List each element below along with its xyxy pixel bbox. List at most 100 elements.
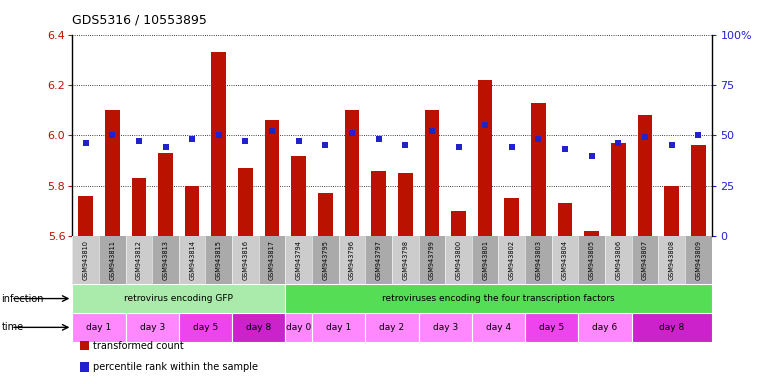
Bar — [285, 313, 312, 342]
Text: time: time — [2, 322, 24, 333]
Point — [240, 138, 252, 144]
Point — [400, 142, 412, 149]
Text: day 6: day 6 — [592, 323, 618, 332]
Text: GSM943807: GSM943807 — [642, 240, 648, 280]
Bar — [185, 186, 199, 236]
Text: GDS5316 / 10553895: GDS5316 / 10553895 — [72, 14, 207, 27]
Text: GSM943812: GSM943812 — [136, 240, 142, 280]
Text: GSM943796: GSM943796 — [349, 240, 355, 280]
Bar — [578, 313, 632, 342]
Text: day 5: day 5 — [539, 323, 565, 332]
Bar — [505, 199, 519, 236]
Text: day 1: day 1 — [326, 323, 352, 332]
Text: GSM943799: GSM943799 — [429, 240, 435, 280]
Bar — [392, 236, 419, 284]
Bar — [664, 186, 679, 236]
Text: GSM943815: GSM943815 — [216, 240, 221, 280]
Text: GSM943811: GSM943811 — [110, 240, 115, 280]
Point — [213, 132, 225, 139]
Text: GSM943794: GSM943794 — [296, 240, 301, 280]
Point — [373, 136, 385, 142]
Bar — [152, 236, 179, 284]
Text: percentile rank within the sample: percentile rank within the sample — [93, 362, 258, 372]
Text: GSM943802: GSM943802 — [509, 240, 514, 280]
Bar — [339, 236, 365, 284]
Bar — [72, 236, 99, 284]
Point — [586, 152, 598, 159]
Text: day 3: day 3 — [432, 323, 458, 332]
Bar — [685, 236, 712, 284]
Bar — [72, 313, 126, 342]
Bar — [371, 170, 386, 236]
Text: day 8: day 8 — [246, 323, 272, 332]
Text: GSM943803: GSM943803 — [536, 240, 541, 280]
Text: day 1: day 1 — [86, 323, 112, 332]
Bar — [445, 236, 472, 284]
Point — [506, 144, 518, 151]
Point — [453, 144, 465, 151]
Point — [320, 142, 332, 149]
Text: GSM943804: GSM943804 — [562, 240, 568, 280]
Bar — [611, 143, 626, 236]
Point — [80, 141, 92, 147]
Bar — [345, 110, 359, 236]
Point — [266, 128, 279, 134]
Bar — [212, 52, 226, 236]
Point — [693, 132, 705, 139]
Bar — [72, 284, 285, 313]
Bar — [419, 313, 472, 342]
Text: GSM943806: GSM943806 — [616, 240, 621, 280]
Point — [479, 122, 492, 128]
Bar — [105, 110, 119, 236]
Bar — [232, 236, 259, 284]
Bar — [285, 236, 312, 284]
Bar — [78, 196, 93, 236]
Text: GSM943816: GSM943816 — [243, 240, 248, 280]
Bar — [451, 211, 466, 236]
Text: day 0: day 0 — [286, 323, 311, 332]
Point — [639, 134, 651, 141]
Text: GSM943805: GSM943805 — [589, 240, 594, 280]
Bar — [525, 236, 552, 284]
Bar — [238, 168, 253, 236]
Bar — [632, 313, 712, 342]
Bar — [99, 236, 126, 284]
Bar — [285, 284, 712, 313]
Bar — [478, 80, 492, 236]
Text: GSM943810: GSM943810 — [83, 240, 88, 280]
Text: GSM943795: GSM943795 — [323, 240, 328, 280]
Text: retroviruses encoding the four transcription factors: retroviruses encoding the four transcrip… — [382, 294, 615, 303]
Text: GSM943817: GSM943817 — [269, 240, 275, 280]
Bar — [498, 236, 525, 284]
Point — [160, 144, 172, 151]
Text: infection: infection — [2, 293, 44, 304]
Bar — [312, 313, 365, 342]
Bar — [126, 313, 179, 342]
Bar — [365, 236, 392, 284]
Bar — [552, 236, 578, 284]
Text: day 2: day 2 — [379, 323, 405, 332]
Bar — [312, 236, 339, 284]
Text: GSM943801: GSM943801 — [482, 240, 488, 280]
Point — [107, 132, 119, 139]
Point — [293, 138, 305, 144]
Text: GSM943797: GSM943797 — [376, 240, 381, 280]
Bar — [318, 193, 333, 236]
Text: GSM943800: GSM943800 — [456, 240, 461, 280]
Point — [533, 136, 545, 142]
Bar — [531, 103, 546, 236]
Bar — [265, 120, 279, 236]
Bar — [472, 313, 525, 342]
Bar — [132, 178, 146, 236]
Bar — [632, 236, 658, 284]
Bar — [158, 153, 173, 236]
Text: day 4: day 4 — [486, 323, 511, 332]
Point — [559, 146, 571, 152]
Bar — [419, 236, 445, 284]
Bar — [558, 204, 572, 236]
Bar — [179, 236, 205, 284]
Point — [133, 138, 145, 144]
Bar — [638, 115, 652, 236]
Text: retrovirus encoding GFP: retrovirus encoding GFP — [124, 294, 234, 303]
Point — [346, 130, 358, 136]
